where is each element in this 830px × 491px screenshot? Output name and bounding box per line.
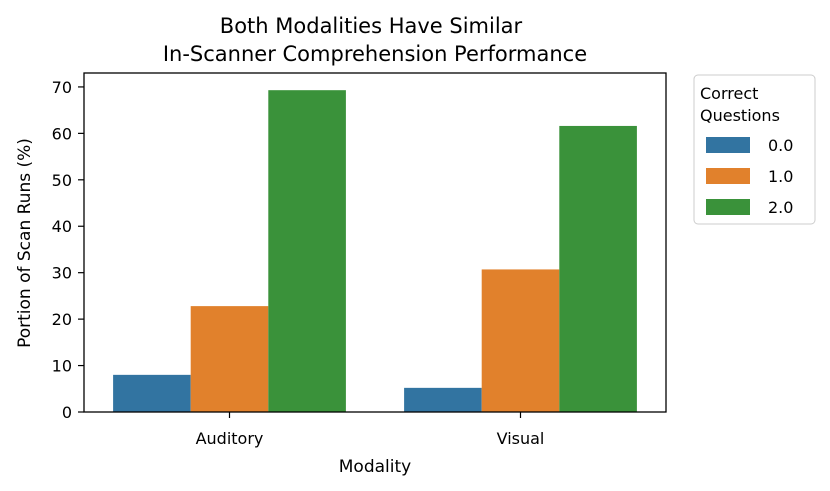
legend-title-line-2: Questions bbox=[700, 106, 780, 125]
bars-group bbox=[113, 90, 637, 413]
bar-visual-1-0 bbox=[481, 269, 560, 412]
chart-title-line-2: In-Scanner Comprehension Performance bbox=[163, 42, 587, 66]
y-tick-label: 60 bbox=[52, 124, 72, 143]
y-tick-label: 70 bbox=[52, 78, 72, 97]
y-tick-label: 10 bbox=[52, 357, 72, 376]
x-axis-label: Modality bbox=[339, 457, 411, 477]
bar-visual-0-0 bbox=[404, 387, 482, 412]
legend: Correct Questions 0.0 1.0 2.0 bbox=[693, 74, 816, 225]
bar-auditory-2-0 bbox=[268, 90, 346, 413]
legend-title-line-1: Correct bbox=[700, 84, 758, 103]
y-tick-label: 20 bbox=[52, 310, 72, 329]
legend-label-0-0: 0.0 bbox=[768, 136, 793, 155]
x-axis-ticks: Auditory Visual bbox=[196, 412, 545, 448]
legend-label-1-0: 1.0 bbox=[768, 167, 793, 186]
bar-auditory-1-0 bbox=[190, 306, 269, 412]
legend-swatch-2-0 bbox=[706, 199, 750, 215]
legend-swatch-1-0 bbox=[706, 168, 750, 184]
plot-frame bbox=[83, 72, 667, 413]
y-tick-label: 40 bbox=[52, 217, 72, 236]
x-tick-label: Visual bbox=[497, 429, 545, 448]
legend-swatch-0-0 bbox=[706, 137, 750, 153]
y-tick-label: 50 bbox=[52, 171, 72, 190]
y-tick-label: 30 bbox=[52, 264, 72, 283]
legend-items: 0.0 1.0 2.0 bbox=[706, 136, 793, 217]
chart-title: Both Modalities Have Similar In-Scanner … bbox=[163, 14, 587, 66]
y-axis-label: Portion of Scan Runs (%) bbox=[15, 138, 35, 348]
legend-label-2-0: 2.0 bbox=[768, 198, 793, 217]
chart-title-line-1: Both Modalities Have Similar bbox=[220, 14, 523, 38]
x-tick-label: Auditory bbox=[196, 429, 264, 448]
y-axis-ticks: 0 10 20 30 40 50 60 70 bbox=[52, 78, 84, 422]
legend-box bbox=[693, 74, 816, 225]
y-tick-label: 0 bbox=[62, 403, 72, 422]
bar-auditory-0-0 bbox=[113, 374, 191, 412]
bar-visual-2-0 bbox=[559, 125, 637, 412]
